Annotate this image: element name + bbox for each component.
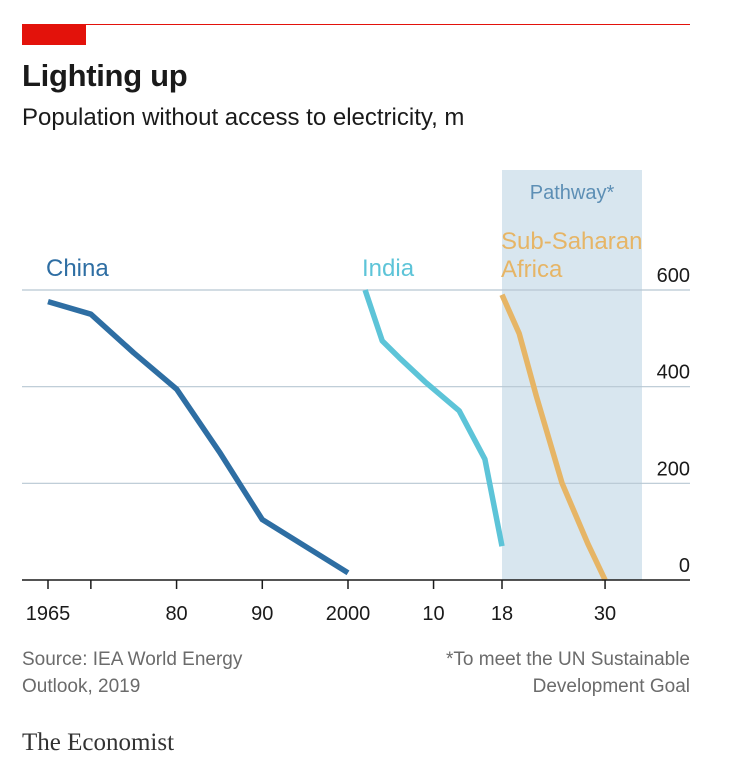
y-tick-label: 200: [657, 458, 690, 480]
source-line-2: Outlook, 2019: [22, 676, 141, 697]
x-tick-label: 90: [251, 603, 273, 625]
x-tick-label: 1965: [26, 603, 71, 625]
footnote: *To meet the UN Sustainable Development …: [350, 646, 690, 700]
series-label-ssa-line1: Sub-Saharan: [501, 228, 642, 255]
x-tick-label: 18: [491, 603, 513, 625]
y-axis-labels: 0 200 400 600: [657, 265, 690, 577]
x-axis: 1965 80 90 2000 10 18 30: [22, 579, 690, 625]
series-label-india: India: [362, 255, 415, 282]
series-line-sub-saharan-africa: [499, 293, 608, 582]
y-tick-label: 400: [657, 362, 690, 384]
brand-red-tab: [22, 24, 86, 45]
footnote-line-2: Development Goal: [532, 676, 690, 697]
line-chart: Pathway* 0 200 400 600 China India Sub-Saha…: [22, 170, 690, 625]
top-rule: [22, 24, 690, 25]
footnote-line-1: *To meet the UN Sustainable: [446, 649, 690, 670]
pathway-label: Pathway*: [530, 182, 615, 204]
source-line-1: Source: IEA World Energy: [22, 649, 243, 670]
series-line-india: [362, 289, 505, 547]
source-note: Source: IEA World Energy Outlook, 2019: [22, 646, 322, 700]
chart-title: Lighting up: [22, 58, 188, 93]
x-tick-label: 10: [422, 603, 444, 625]
grid-lines: [22, 289, 690, 484]
y-tick-label: 0: [679, 555, 690, 577]
x-tick-label: 30: [594, 603, 616, 625]
x-tick-label: 80: [165, 603, 187, 625]
series-line-china: [47, 298, 350, 576]
series-label-ssa-line2: Africa: [501, 256, 563, 283]
brand-logo: The Economist: [22, 729, 175, 756]
series-label-china: China: [46, 255, 109, 282]
chart-subtitle: Population without access to electricity…: [22, 104, 465, 131]
series-layer: [47, 289, 608, 582]
x-tick-label: 2000: [326, 603, 371, 625]
y-tick-label: 600: [657, 265, 690, 287]
